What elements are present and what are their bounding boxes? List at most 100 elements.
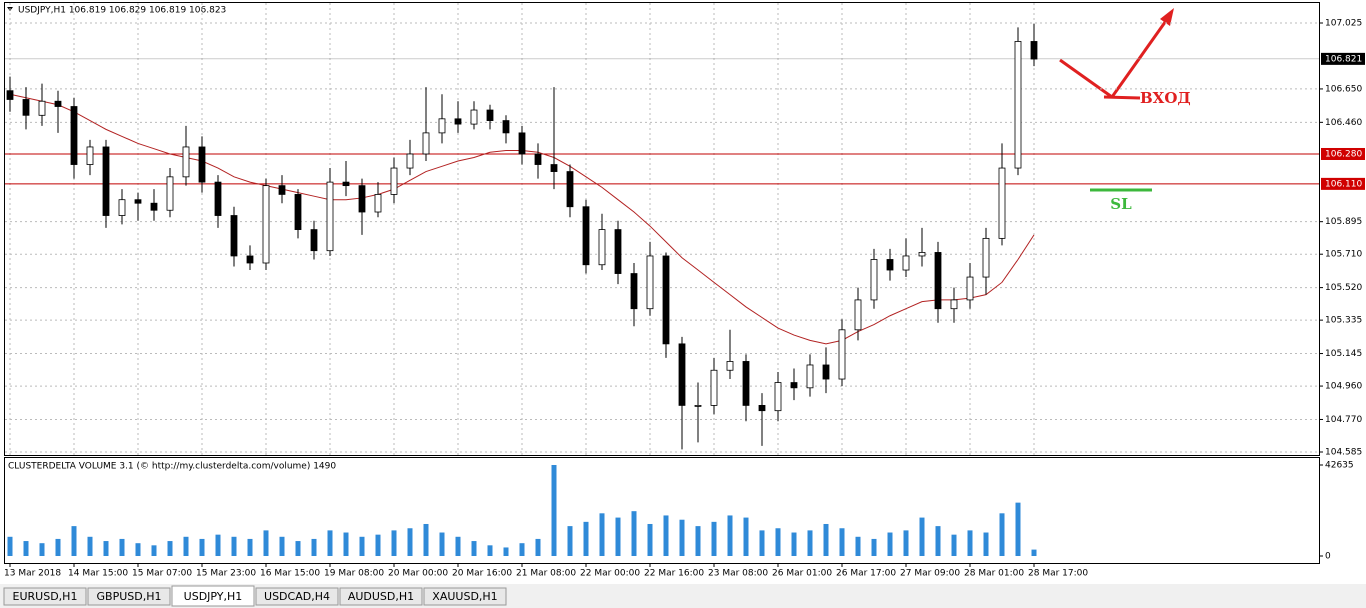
volume-bar <box>39 543 45 556</box>
volume-bar <box>199 538 205 556</box>
candle-body <box>902 255 910 271</box>
candle-body <box>470 109 478 125</box>
x-tick-label: 21 Mar 08:00 <box>516 569 576 579</box>
y-tick-label: 106.650 <box>1325 84 1362 94</box>
volume-bar <box>55 538 61 556</box>
candle-body <box>502 120 510 134</box>
candle-body <box>390 167 398 195</box>
y-tick-label: 105.145 <box>1325 349 1362 359</box>
y-tick-label: 105.335 <box>1325 316 1362 326</box>
tab-label[interactable]: AUDUSD,H1 <box>348 590 414 603</box>
tab-label[interactable]: GBPUSD,H1 <box>97 590 162 603</box>
candle-body <box>70 106 78 165</box>
candle-body <box>454 118 462 125</box>
candle-body <box>870 259 878 301</box>
candle-body <box>310 229 318 252</box>
candle-body <box>1014 41 1022 169</box>
candle-body <box>550 164 558 172</box>
candle-body <box>806 364 814 389</box>
x-tick-label: 20 Mar 00:00 <box>388 569 448 579</box>
y-tick-label: 104.585 <box>1325 448 1362 458</box>
volume-bar <box>311 538 317 556</box>
candle-body <box>662 255 670 345</box>
price-label: 106.110 <box>1325 179 1362 189</box>
candle-body <box>486 109 494 121</box>
volume-bar <box>263 530 269 556</box>
volume-bar <box>647 523 653 556</box>
candle-body <box>118 199 126 216</box>
arrow-out <box>1110 17 1170 98</box>
candle-body <box>678 343 686 406</box>
candle-body <box>886 259 894 271</box>
x-tick-label: 28 Mar 01:00 <box>964 569 1024 579</box>
arrow-head <box>1160 8 1174 26</box>
volume-bar <box>679 519 685 556</box>
y-tick-label: 106.460 <box>1325 118 1362 128</box>
volume-bar <box>71 526 77 556</box>
x-tick-label: 22 Mar 00:00 <box>580 569 640 579</box>
candle-body <box>998 167 1006 239</box>
x-tick-label: 14 Mar 15:00 <box>68 569 128 579</box>
candle-body <box>374 194 382 213</box>
volume-bar <box>279 536 285 556</box>
x-tick-label: 26 Mar 01:00 <box>772 569 832 579</box>
candle-body <box>422 132 430 155</box>
volume-bar <box>455 536 461 556</box>
volume-bar <box>887 532 893 556</box>
volume-bar <box>839 528 845 556</box>
volume-bar <box>471 541 477 556</box>
candle-body <box>934 252 942 310</box>
x-tick-label: 26 Mar 17:00 <box>836 569 896 579</box>
volume-bar <box>1015 502 1021 556</box>
volume-bar <box>727 515 733 556</box>
candle-body <box>438 118 446 134</box>
volume-bar <box>183 536 189 556</box>
tab[interactable] <box>3 587 87 606</box>
volume-bar <box>903 530 909 556</box>
volume-bar <box>711 521 717 556</box>
volume-bar <box>295 541 301 556</box>
volume-bar <box>983 532 989 556</box>
tab-label[interactable]: EURUSD,H1 <box>13 590 78 603</box>
volume-bar <box>359 536 365 556</box>
candle-body <box>166 176 174 211</box>
annotation-sl: SL <box>1110 195 1132 213</box>
candle-body <box>182 146 190 178</box>
volume-bar <box>407 528 413 556</box>
candle-body <box>710 369 718 406</box>
price-label-box <box>1321 177 1365 190</box>
x-tick-label: 27 Mar 09:00 <box>900 569 960 579</box>
tab-label[interactable]: XAUUSD,H1 <box>432 590 497 603</box>
volume-bar <box>919 517 925 556</box>
volume-bar <box>967 530 973 556</box>
tab-label[interactable]: USDCAD,H4 <box>264 590 330 603</box>
volume-bar <box>951 534 957 556</box>
volume-bar <box>375 534 381 556</box>
candle-body <box>534 153 542 165</box>
candle-body <box>918 252 926 257</box>
tab[interactable] <box>87 587 171 606</box>
tab[interactable] <box>423 587 507 606</box>
current-price-label: 106.821 <box>1325 54 1362 64</box>
x-tick-label: 28 Mar 17:00 <box>1028 569 1088 579</box>
candle-body <box>822 364 830 380</box>
tab[interactable] <box>171 585 255 607</box>
volume-bar <box>871 538 877 556</box>
tab-label[interactable]: USDJPY,H1 <box>184 590 243 603</box>
volume-bar <box>695 526 701 556</box>
volume-bar <box>23 541 29 556</box>
candle-body <box>22 99 30 116</box>
volume-bar <box>519 543 525 556</box>
chart-title: USDJPY,H1 106.819 106.829 106.819 106.82… <box>18 6 226 16</box>
volume-bar <box>151 545 157 556</box>
price-label: 106.280 <box>1325 149 1362 159</box>
candle-body <box>742 361 750 406</box>
candle-body <box>982 237 990 278</box>
tab[interactable] <box>255 587 339 606</box>
candle-body <box>230 215 238 257</box>
volume-bar <box>215 534 221 556</box>
tab[interactable] <box>339 587 423 606</box>
volume-bar <box>231 536 237 556</box>
volume-title: CLUSTERDELTA VOLUME 3.1 (© http://my.clu… <box>8 462 336 472</box>
